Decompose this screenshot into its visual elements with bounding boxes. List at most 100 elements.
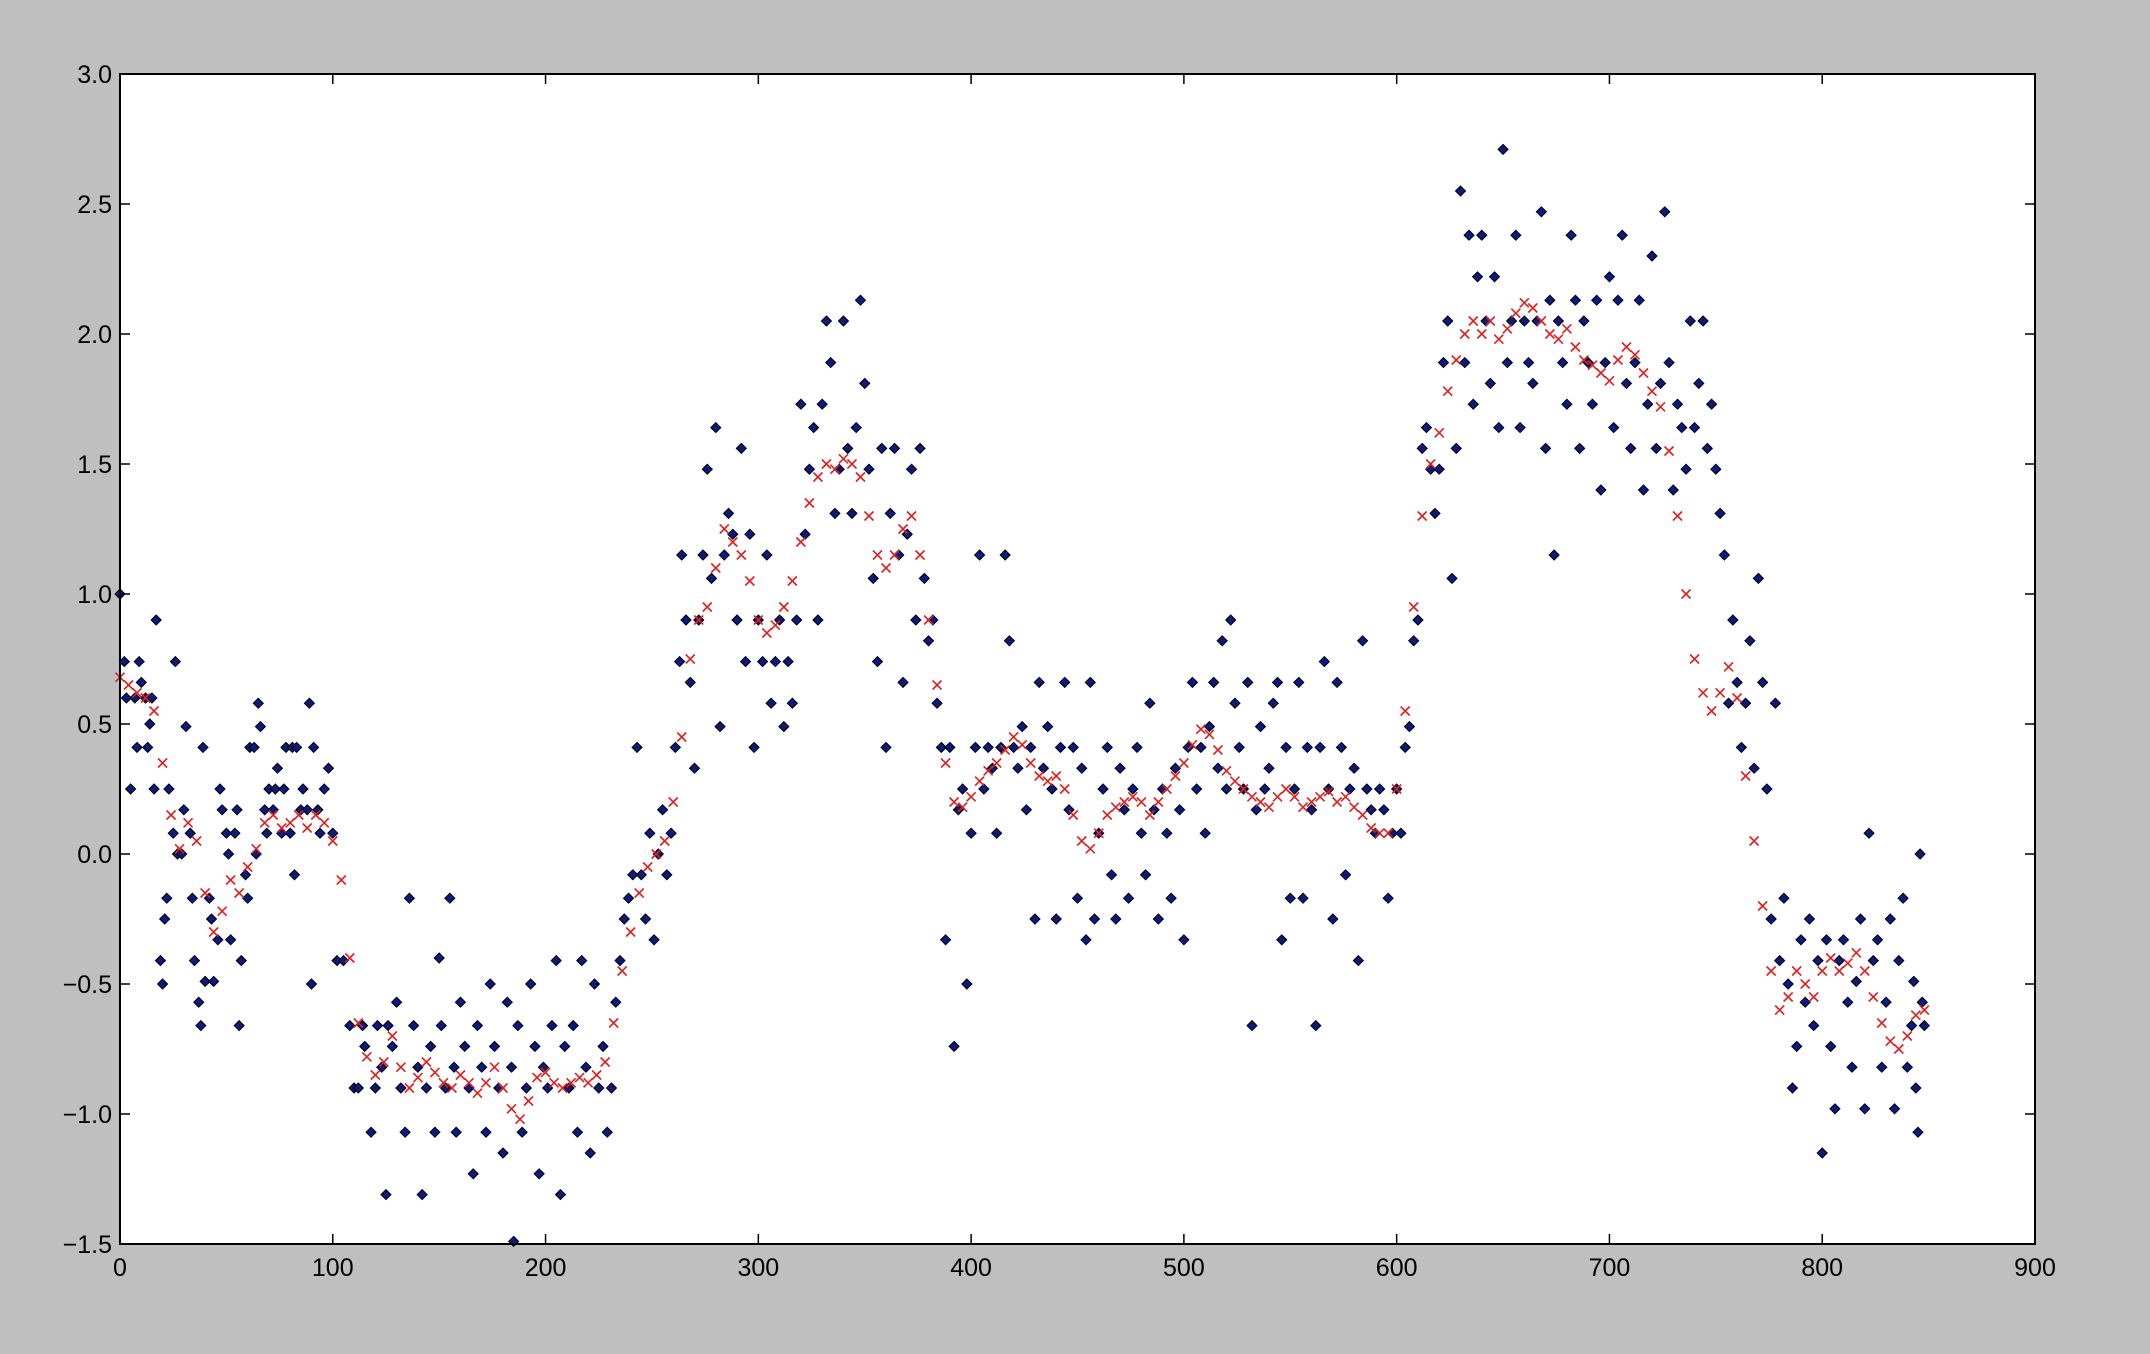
data-point — [1105, 869, 1118, 881]
data-point — [150, 614, 162, 626]
data-point — [914, 549, 926, 561]
data-point — [1420, 421, 1433, 434]
data-point — [1502, 323, 1513, 334]
data-point — [807, 421, 820, 434]
data-point — [148, 783, 160, 795]
data-point — [446, 1082, 457, 1094]
data-point — [1020, 804, 1033, 816]
data-point — [1267, 697, 1279, 709]
data-point — [1340, 791, 1351, 802]
data-point — [618, 913, 630, 925]
x-tick-label: 200 — [525, 1254, 567, 1282]
data-point — [378, 1056, 389, 1068]
data-point — [1829, 1103, 1841, 1115]
data-point — [1621, 341, 1632, 353]
data-point — [433, 952, 445, 964]
data-point — [1739, 697, 1752, 709]
data-point — [205, 913, 218, 925]
data-point — [872, 549, 883, 561]
data-point — [799, 528, 811, 540]
data-point — [1186, 676, 1199, 689]
data-point — [588, 978, 601, 990]
data-point — [234, 887, 245, 899]
data-point — [1629, 356, 1641, 369]
data-point — [1190, 783, 1203, 795]
data-point — [1407, 635, 1420, 647]
data-point — [990, 827, 1003, 839]
data-point — [600, 1056, 611, 1068]
data-point — [480, 1126, 492, 1138]
data-point — [910, 614, 922, 626]
data-point — [1918, 1019, 1931, 1032]
data-point — [1412, 614, 1424, 626]
data-point — [1519, 297, 1530, 308]
data-point — [1569, 294, 1582, 306]
data-point — [1335, 741, 1348, 754]
data-point — [940, 757, 951, 769]
data-point — [1152, 913, 1165, 925]
data-point — [786, 697, 799, 709]
data-point — [1037, 762, 1050, 774]
data-point — [1544, 328, 1555, 340]
data-point — [1110, 802, 1121, 813]
data-point — [1774, 1004, 1785, 1016]
data-point — [1468, 315, 1479, 327]
data-point — [1195, 724, 1206, 735]
data-point — [1271, 676, 1284, 689]
data-point — [961, 978, 973, 990]
data-point — [1224, 614, 1237, 626]
data-point — [846, 507, 858, 520]
data-point — [731, 614, 743, 626]
data-point — [191, 835, 202, 847]
data-point — [1672, 510, 1683, 522]
data-point — [705, 572, 718, 585]
data-point — [476, 1061, 488, 1073]
data-point — [1293, 676, 1305, 689]
data-point — [344, 1019, 356, 1032]
data-point — [1851, 947, 1862, 958]
data-point — [472, 1088, 483, 1099]
data-point — [584, 1147, 596, 1159]
data-point — [1153, 796, 1164, 808]
data-point — [889, 549, 900, 561]
data-point — [458, 1040, 471, 1053]
data-point — [1442, 386, 1453, 397]
data-point — [327, 827, 339, 839]
data-point — [1715, 687, 1726, 698]
data-point — [1025, 757, 1036, 769]
data-point — [665, 827, 677, 839]
data-point — [1114, 762, 1126, 774]
data-point — [1327, 913, 1339, 925]
data-point — [166, 809, 177, 821]
data-point — [888, 442, 901, 455]
data-point — [1612, 354, 1624, 366]
data-point — [512, 1019, 524, 1032]
data-point — [310, 809, 321, 821]
data-point — [129, 692, 141, 704]
data-point — [1790, 1040, 1803, 1053]
data-point — [1399, 741, 1411, 754]
data-point — [1459, 356, 1471, 369]
data-point — [1714, 507, 1726, 520]
data-point — [1233, 741, 1245, 754]
data-point — [739, 655, 752, 668]
data-point — [157, 757, 168, 769]
data-point — [514, 1114, 526, 1125]
data-point — [178, 804, 190, 816]
data-point — [1680, 463, 1692, 475]
data-point — [693, 614, 704, 626]
data-point — [387, 1030, 398, 1042]
data-point — [1297, 802, 1309, 813]
data-point — [1135, 827, 1148, 839]
data-point — [1246, 1019, 1258, 1032]
data-point — [420, 1082, 433, 1094]
data-point — [1161, 827, 1173, 839]
data-point — [1654, 377, 1667, 390]
data-point — [1046, 783, 1058, 795]
data-point — [1527, 302, 1538, 314]
data-point — [180, 720, 192, 733]
data-point — [554, 1188, 567, 1201]
data-point — [991, 757, 1002, 769]
data-point — [207, 975, 220, 988]
data-point — [488, 1040, 501, 1053]
